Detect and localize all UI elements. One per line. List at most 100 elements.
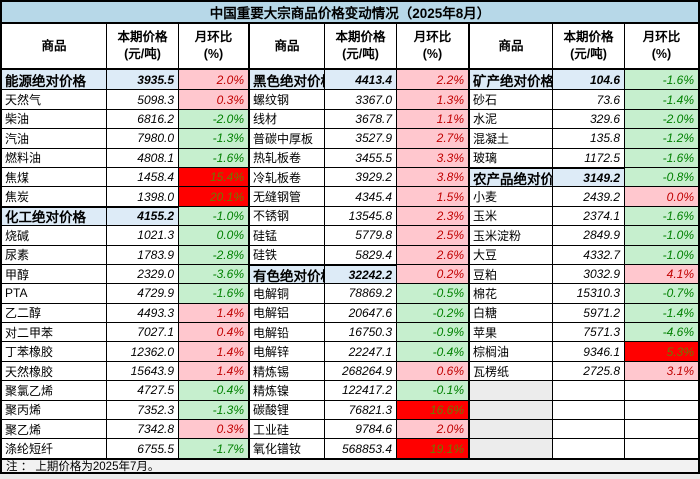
header-commodity-3: 商品 — [468, 24, 552, 68]
commodity-name-cell: 天然气 — [2, 89, 106, 109]
mom-percent-cell: -3.6% — [178, 263, 248, 284]
mom-percent-cell: 0.4% — [178, 322, 248, 342]
commodity-name-cell: 聚氯乙烯 — [2, 380, 106, 400]
mom-percent-cell: 2.7% — [396, 128, 468, 148]
price-cell: 6755.5 — [106, 438, 178, 458]
mom-percent-cell: -1.4% — [624, 89, 698, 109]
empty-percent-cell — [624, 438, 698, 458]
price-cell: 7342.8 — [106, 419, 178, 439]
commodity-name-cell: 甲醇 — [2, 263, 106, 284]
commodity-name-cell: 尿素 — [2, 244, 106, 264]
mom-percent-cell: 1.4% — [178, 360, 248, 381]
empty-percent-cell — [624, 419, 698, 439]
price-cell: 13545.8 — [324, 205, 396, 226]
table-body: 能源绝对价格3935.52.0%黑色绝对价格4413.42.2%矿产绝对价格10… — [2, 70, 698, 458]
mom-percent-cell: -1.6% — [624, 70, 698, 90]
price-cell: 7352.3 — [106, 399, 178, 420]
commodity-name-cell: 聚乙烯 — [2, 419, 106, 439]
price-cell: 32242.2 — [324, 263, 396, 284]
mom-percent-cell: 16.6% — [396, 399, 468, 420]
empty-price-cell — [552, 419, 624, 439]
commodity-name-cell: 乙二醇 — [2, 302, 106, 323]
commodity-name-cell: 豆粕 — [468, 263, 552, 284]
mom-percent-cell: 0.3% — [178, 89, 248, 109]
price-cell: 76821.3 — [324, 399, 396, 420]
header-commodity-1: 商品 — [41, 38, 67, 53]
mom-percent-cell: -0.1% — [396, 380, 468, 400]
commodity-name-cell: 碳酸锂 — [248, 399, 324, 420]
mom-percent-cell: -1.0% — [624, 225, 698, 245]
commodity-name-cell: 氧化镨钕 — [248, 438, 324, 458]
mom-percent-cell: -1.4% — [624, 302, 698, 323]
price-cell: 4727.5 — [106, 380, 178, 400]
commodity-name-cell: 普碳中厚板 — [248, 128, 324, 148]
commodity-name-cell: 热轧板卷 — [248, 147, 324, 167]
mom-percent-cell: -1.6% — [624, 205, 698, 226]
price-cell: 1021.3 — [106, 225, 178, 245]
commodity-name-cell: 精炼锡 — [248, 360, 324, 381]
mom-percent-cell: -2.0% — [178, 108, 248, 129]
price-cell: 568853.4 — [324, 438, 396, 458]
commodity-name-cell: 电解锌 — [248, 341, 324, 361]
price-cell: 2849.9 — [552, 225, 624, 245]
price-cell: 135.8 — [552, 128, 624, 148]
price-cell: 3455.5 — [324, 147, 396, 167]
commodity-name-cell: 天然橡胶 — [2, 360, 106, 381]
empty-commodity-cell — [468, 438, 552, 458]
commodity-name-cell: 硅锰 — [248, 225, 324, 245]
commodity-name-cell: 焦炭 — [2, 186, 106, 206]
header-price-1: 本期价格 (元/吨) — [106, 24, 178, 68]
price-cell: 78869.2 — [324, 283, 396, 303]
header-mom-1: 月环比 (%) — [178, 24, 248, 68]
mom-percent-cell: 1.3% — [396, 89, 468, 109]
mom-percent-cell: 0.2% — [396, 263, 468, 284]
mom-percent-cell: 2.0% — [396, 419, 468, 439]
header-commodity-2: 商品 — [248, 24, 324, 68]
mom-percent-cell: -0.4% — [178, 380, 248, 400]
price-cell: 12362.0 — [106, 341, 178, 361]
commodity-name-cell: 玻璃 — [468, 147, 552, 167]
price-cell: 2725.8 — [552, 360, 624, 381]
empty-commodity-cell — [468, 399, 552, 420]
commodity-name-cell: 砂石 — [468, 89, 552, 109]
commodity-name-cell: 不锈钢 — [248, 205, 324, 226]
mom-percent-cell: 4.1% — [624, 263, 698, 284]
category-name-cell: 化工绝对价格 — [2, 205, 106, 226]
category-name-cell: 能源绝对价格 — [2, 70, 106, 90]
mom-percent-cell: 0.0% — [178, 225, 248, 245]
commodity-name-cell: 汽油 — [2, 128, 106, 148]
price-cell: 15310.3 — [552, 283, 624, 303]
commodity-name-cell: 白糖 — [468, 302, 552, 323]
category-name-cell: 矿产绝对价格 — [468, 70, 552, 90]
mom-percent-cell: -0.8% — [624, 166, 698, 187]
commodity-name-cell: 棕榈油 — [468, 341, 552, 361]
mom-percent-cell: -1.7% — [178, 438, 248, 458]
commodity-name-cell: 工业硅 — [248, 419, 324, 439]
mom-percent-cell: 20.1% — [178, 186, 248, 206]
empty-percent-cell — [624, 399, 698, 420]
mom-percent-cell: 1.1% — [396, 108, 468, 129]
commodity-name-cell: 对二甲苯 — [2, 322, 106, 342]
mom-percent-cell: 1.5% — [396, 186, 468, 206]
price-cell: 2374.1 — [552, 205, 624, 226]
mom-percent-cell: 0.0% — [624, 186, 698, 206]
price-cell: 5971.2 — [552, 302, 624, 323]
header-price-3: 本期价格 (元/吨) — [552, 24, 624, 68]
commodity-name-cell: 聚丙烯 — [2, 399, 106, 420]
commodity-name-cell: 玉米 — [468, 205, 552, 226]
mom-percent-cell: -1.6% — [624, 147, 698, 167]
price-cell: 3149.2 — [552, 166, 624, 187]
price-cell: 9346.1 — [552, 341, 624, 361]
commodity-name-cell: 精炼镍 — [248, 380, 324, 400]
price-cell: 4155.2 — [106, 205, 178, 226]
mom-percent-cell: -1.0% — [178, 205, 248, 226]
mom-percent-cell: 2.2% — [396, 70, 468, 90]
empty-price-cell — [552, 399, 624, 420]
commodity-name-cell: 丁苯橡胶 — [2, 341, 106, 361]
commodity-name-cell: 电解铅 — [248, 322, 324, 342]
price-cell: 4345.4 — [324, 186, 396, 206]
mom-percent-cell: -0.4% — [396, 341, 468, 361]
header-mom-3: 月环比 (%) — [624, 24, 698, 68]
commodity-name-cell: 大豆 — [468, 244, 552, 264]
